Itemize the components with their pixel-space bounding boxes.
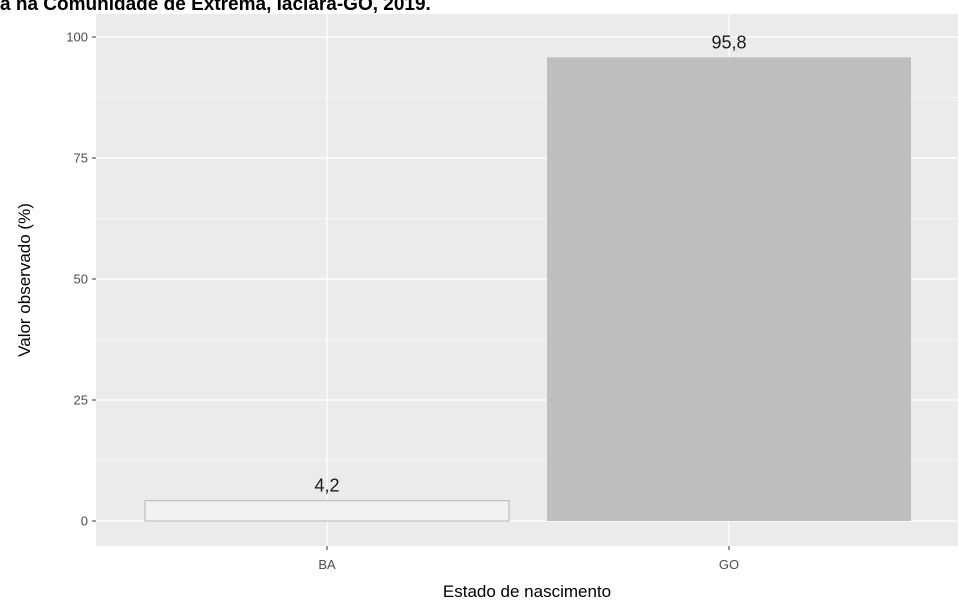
y-tick-label: 25 <box>74 393 88 408</box>
bar-value-labels: 4,2 95,8 <box>314 32 746 495</box>
y-tick-label: 0 <box>81 514 88 529</box>
value-label-ba: 4,2 <box>314 476 339 496</box>
bars <box>144 57 911 522</box>
y-tick-label: 50 <box>74 272 88 287</box>
y-tick-label: 100 <box>66 30 88 45</box>
y-axis-title: Valor observado (%) <box>15 203 34 357</box>
y-axis: 0 25 50 75 100 <box>66 30 96 529</box>
bar-go <box>547 57 911 521</box>
value-label-go: 95,8 <box>711 32 746 52</box>
x-axis-title: Estado de nascimento <box>443 582 611 601</box>
figure-caption: a na Comunidade de Extrema, Iaciara-GO, … <box>0 0 431 15</box>
x-tick-label: BA <box>318 557 336 572</box>
bar-ba <box>144 500 510 522</box>
y-tick-label: 75 <box>74 151 88 166</box>
x-axis: BA GO <box>318 546 739 572</box>
x-tick-label: GO <box>719 557 739 572</box>
